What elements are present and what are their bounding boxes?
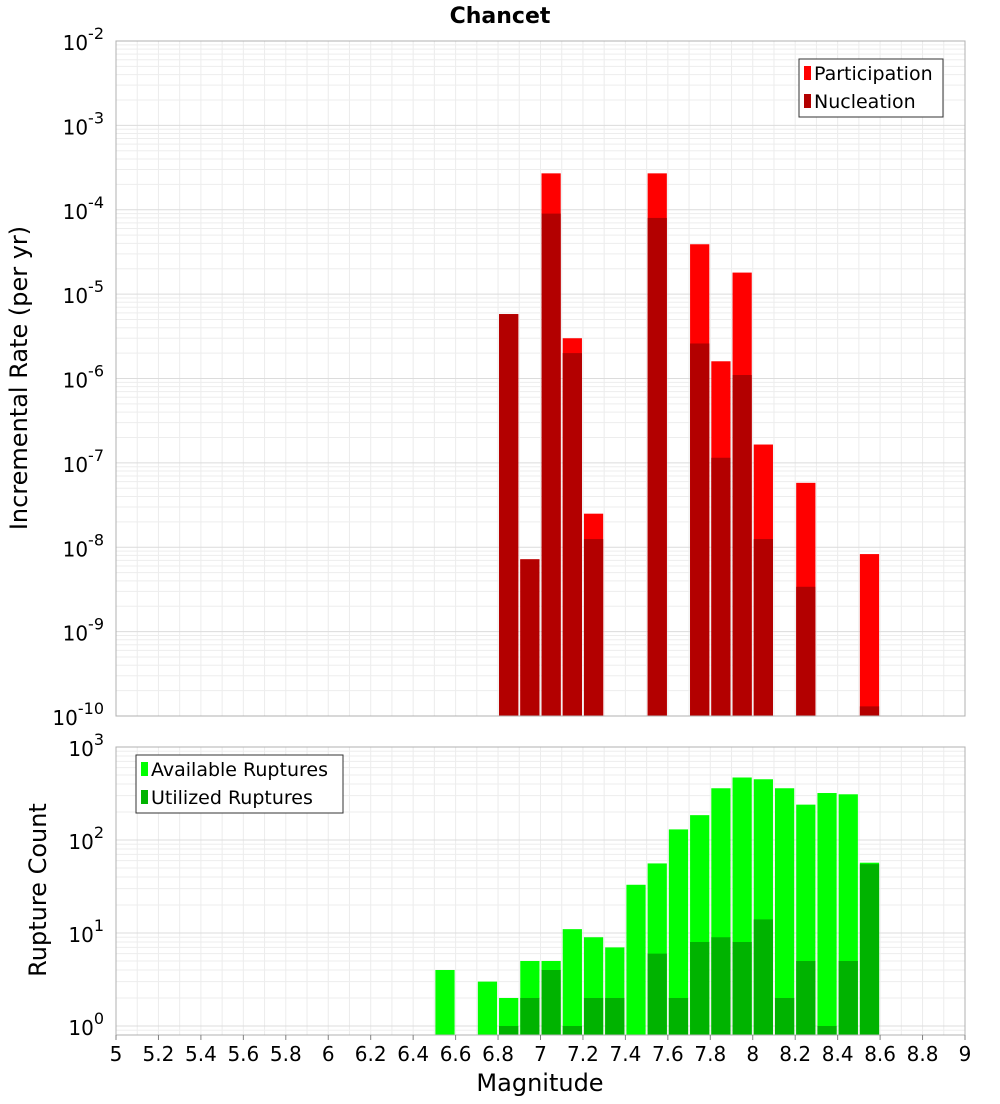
bar bbox=[499, 1025, 519, 1035]
bar bbox=[668, 829, 689, 1035]
legend-label: Nucleation bbox=[814, 91, 916, 113]
x-tick-label: 9 bbox=[959, 1042, 972, 1066]
y-tick-label: 102 bbox=[68, 823, 104, 854]
bar bbox=[753, 539, 773, 716]
legend-swatch bbox=[804, 94, 811, 108]
bar bbox=[562, 1025, 582, 1035]
y-tick-label: 10-3 bbox=[63, 108, 104, 139]
y-tick-label: 100 bbox=[68, 1009, 104, 1040]
x-tick-label: 5 bbox=[110, 1042, 123, 1066]
x-tick-label: 5.6 bbox=[227, 1042, 259, 1066]
y-tick-label: 10-4 bbox=[63, 193, 104, 224]
bar bbox=[520, 559, 540, 716]
bar bbox=[774, 788, 795, 1035]
bar bbox=[732, 375, 752, 716]
y-tick-label: 10-8 bbox=[63, 530, 104, 561]
grid bbox=[115, 40, 966, 717]
legend-box bbox=[135, 754, 344, 814]
x-tick-label: 6.6 bbox=[440, 1042, 472, 1066]
x-tick-label: 7.4 bbox=[609, 1042, 641, 1066]
y-tick-label: 10-9 bbox=[63, 615, 104, 646]
x-tick-label: 6.4 bbox=[397, 1042, 429, 1066]
legend: Participation Nucleation bbox=[798, 58, 944, 118]
legend: Available Ruptures Utilized Ruptures bbox=[135, 754, 344, 814]
bar bbox=[583, 997, 604, 1035]
y-tick-label: 101 bbox=[68, 916, 104, 947]
y-tick-label: 10-6 bbox=[63, 362, 104, 393]
x-tick-label: 6.2 bbox=[355, 1042, 387, 1066]
bar bbox=[690, 343, 710, 716]
bar bbox=[690, 942, 710, 1035]
bar bbox=[647, 217, 667, 716]
bar bbox=[817, 1025, 837, 1035]
top-plot-area: 10-10 10-9 10-8 10-7 10-6 10-5 10-4 10-3 10-2 Par… bbox=[52, 24, 966, 730]
bar bbox=[520, 997, 540, 1035]
x-tick-label: 8 bbox=[746, 1042, 759, 1066]
bar bbox=[647, 953, 667, 1035]
x-tick-label: 7.8 bbox=[694, 1042, 726, 1066]
bar bbox=[541, 969, 561, 1035]
bar bbox=[711, 937, 731, 1035]
bar bbox=[562, 353, 582, 716]
x-tick-label: 7.2 bbox=[567, 1042, 599, 1066]
bar bbox=[583, 539, 604, 716]
bar bbox=[859, 554, 880, 716]
legend-label: Available Ruptures bbox=[151, 759, 328, 781]
legend-swatch bbox=[141, 762, 148, 776]
plot-frame bbox=[115, 40, 966, 717]
top-y-axis-label: Incremental Rate (per yr) bbox=[5, 226, 33, 530]
bar bbox=[477, 981, 498, 1035]
x-tick-label: 7 bbox=[534, 1042, 547, 1066]
bar bbox=[796, 586, 816, 716]
legend-box bbox=[798, 58, 944, 118]
bar bbox=[711, 457, 731, 716]
series-utilized-ruptures bbox=[499, 864, 880, 1035]
x-tick-label: 5.4 bbox=[185, 1042, 217, 1066]
bar bbox=[774, 997, 795, 1035]
bar bbox=[732, 942, 752, 1035]
bar bbox=[796, 960, 816, 1035]
bar bbox=[541, 213, 561, 717]
x-tick-label: 8.8 bbox=[907, 1042, 939, 1066]
bar bbox=[668, 997, 689, 1035]
bar bbox=[838, 960, 858, 1035]
chart-title: Chancet bbox=[450, 4, 551, 29]
bar bbox=[859, 706, 880, 716]
x-axis-label: Magnitude bbox=[476, 1069, 603, 1097]
x-tick-label: 7.6 bbox=[652, 1042, 684, 1066]
legend-label: Participation bbox=[814, 63, 933, 85]
bar bbox=[753, 919, 773, 1035]
bar bbox=[626, 884, 646, 1035]
legend-swatch bbox=[141, 790, 148, 804]
x-tick-label: 8.6 bbox=[864, 1042, 896, 1066]
legend-label: Utilized Ruptures bbox=[151, 787, 313, 809]
x-tick-label: 8.2 bbox=[779, 1042, 811, 1066]
x-tick-label: 8.4 bbox=[822, 1042, 854, 1066]
x-tick-label: 5.8 bbox=[270, 1042, 302, 1066]
y-tick-label: 10-7 bbox=[63, 446, 104, 477]
bar bbox=[817, 793, 837, 1035]
bar bbox=[499, 314, 519, 716]
bar bbox=[859, 864, 880, 1035]
y-tick-label: 103 bbox=[68, 730, 104, 761]
legend-swatch bbox=[804, 66, 811, 80]
bar bbox=[562, 929, 582, 1035]
y-tick-label: 10-10 bbox=[52, 699, 104, 730]
x-tick-label: 6 bbox=[322, 1042, 335, 1066]
x-tick-label: 5.2 bbox=[143, 1042, 175, 1066]
series-nucleation bbox=[499, 213, 880, 717]
bar bbox=[499, 997, 519, 1035]
y-tick-label: 10-2 bbox=[63, 24, 104, 55]
y-tick-label: 10-5 bbox=[63, 277, 104, 308]
bottom-y-axis-label: Rupture Count bbox=[24, 803, 52, 977]
x-tick-label: 6.8 bbox=[482, 1042, 514, 1066]
bar bbox=[605, 997, 625, 1035]
bar bbox=[435, 969, 455, 1035]
